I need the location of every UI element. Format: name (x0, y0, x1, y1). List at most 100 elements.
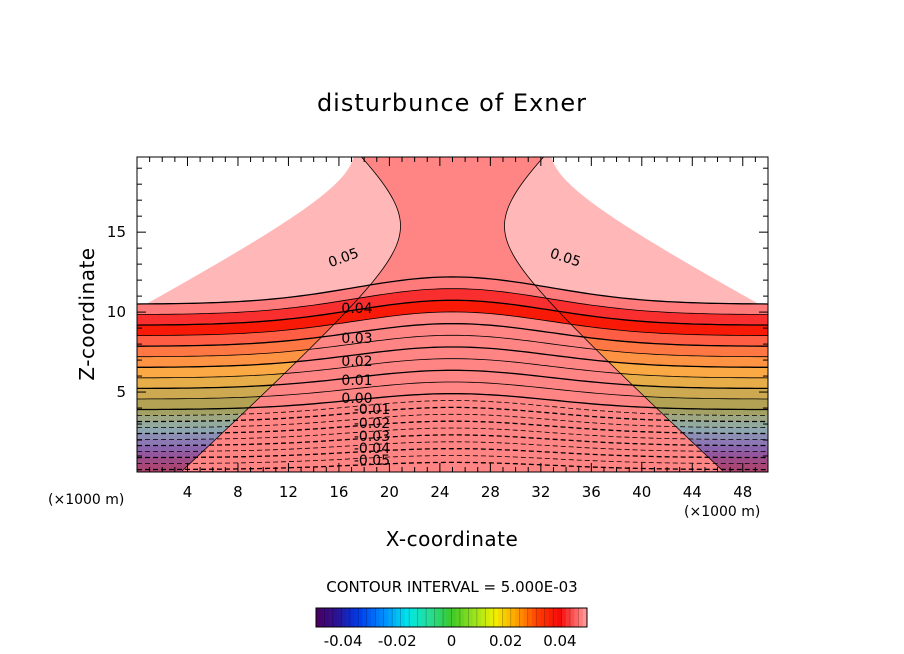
colorbar-segment (358, 608, 363, 627)
colorbar-segment (527, 608, 533, 627)
z-tick-label: 15 (107, 223, 126, 241)
colorbar-segment (506, 608, 512, 627)
colorbar-segment (443, 608, 448, 627)
contour-line (137, 299, 768, 326)
colorbar-segment (447, 608, 452, 627)
x-axis-title: X-coordinate (386, 527, 519, 551)
contour-line (137, 369, 768, 390)
contour-line (137, 288, 768, 315)
colorbar-segment (510, 608, 516, 627)
x-axis-unit-left: (×1000 m) (48, 492, 124, 508)
contour-plot (137, 157, 768, 472)
colorbar-segment (375, 608, 380, 627)
colorbar-segment (498, 608, 503, 627)
contour-line (137, 434, 768, 447)
contour-line (137, 455, 768, 464)
colorbar-segment (561, 608, 567, 627)
contour-label: -0.02 (354, 416, 390, 432)
colorbar-segment (362, 608, 368, 627)
colorbar-tick-label: 0.04 (543, 632, 576, 650)
colorbar-segment (404, 608, 410, 627)
colorbar-segment (570, 608, 575, 627)
colorbar-segment (476, 608, 482, 627)
contour-label: -0.01 (354, 402, 390, 418)
colorbar-segment (328, 608, 334, 627)
x-tick-label: 40 (632, 483, 651, 501)
contour-line (137, 311, 768, 337)
contour-interval-text: CONTOUR INTERVAL = 5.000E-03 (326, 578, 577, 596)
contour-label: -0.04 (354, 441, 390, 457)
x-tick-label: 12 (279, 483, 298, 501)
colorbar-segment (472, 608, 478, 627)
colorbar-ticks: -0.04 -0.02 0 0.02 0.04 (324, 632, 577, 650)
contour-line (137, 358, 768, 379)
x-tick-label: 20 (380, 483, 399, 501)
colorbar-segment (366, 608, 372, 627)
colorbar (315, 607, 588, 628)
contour-lines (137, 157, 768, 472)
contour-label: 0.01 (341, 373, 372, 389)
colorbar-segment (493, 608, 499, 627)
contour-band (137, 300, 768, 336)
contour-label: 0.04 (341, 301, 372, 317)
contour-line (137, 441, 768, 452)
x-tick-label: 16 (329, 483, 348, 501)
colorbar-segment (451, 608, 457, 627)
colorbar-segment (413, 608, 419, 627)
contour-line (137, 334, 768, 358)
colorbar-segment (354, 608, 359, 627)
x-tick-label: 44 (683, 483, 702, 501)
colorbar-frame (315, 607, 588, 628)
x-tick-label: 36 (582, 483, 601, 501)
y-axis-title: Z-coordinate (75, 247, 99, 380)
contour-band (137, 288, 768, 326)
x-tick-label: 28 (481, 483, 500, 501)
colorbar-segment (426, 608, 431, 627)
contour-line (504, 157, 724, 472)
colorbar-segment (320, 608, 325, 627)
colorbar-segment (540, 608, 546, 627)
colorbar-segment (341, 608, 347, 627)
z-tick-label: 10 (107, 303, 126, 321)
colorbar-segment (468, 608, 474, 627)
contour-band (137, 157, 768, 472)
colorbar-segment (324, 608, 330, 627)
colorbar-segment (578, 608, 584, 627)
colorbar-segment (459, 608, 465, 627)
colorbar-segment (557, 608, 562, 627)
colorbar-segment (387, 608, 393, 627)
contour-line (137, 448, 768, 459)
contour-line (137, 427, 768, 440)
x-tick-label: 24 (430, 483, 449, 501)
colorbar-segment (409, 608, 414, 627)
colorbar-segment (464, 608, 469, 627)
colorbar-segment (502, 608, 507, 627)
contour-label: 0.03 (341, 331, 372, 347)
colorbar-segment (489, 608, 495, 627)
chart-title: disturbunce of Exner (317, 89, 587, 117)
contour-line (137, 392, 768, 411)
colorbar-segment (548, 608, 554, 627)
x-tick-label: 4 (183, 483, 193, 501)
contour-line (137, 381, 768, 400)
colorbar-segment (531, 608, 537, 627)
colorbar-segment (519, 608, 524, 627)
colorbar-segment (316, 608, 321, 627)
x-tick-label: 8 (233, 483, 243, 501)
x-tick-label: 48 (733, 483, 752, 501)
colorbar-segment (485, 608, 491, 627)
contour-band (137, 276, 768, 315)
colorbar-segment (515, 608, 520, 627)
colorbar-segment (421, 608, 427, 627)
contour-line (137, 461, 768, 471)
contour-line (137, 413, 768, 428)
colorbar-segment (337, 608, 342, 627)
colorbar-segment (349, 608, 355, 627)
colorbar-tick-label: -0.04 (324, 632, 363, 650)
contour-line (181, 157, 401, 472)
colorbar-segment (396, 608, 402, 627)
colorbar-segment (430, 608, 435, 627)
colorbar-segment (345, 608, 351, 627)
colorbar-segment (574, 608, 579, 627)
